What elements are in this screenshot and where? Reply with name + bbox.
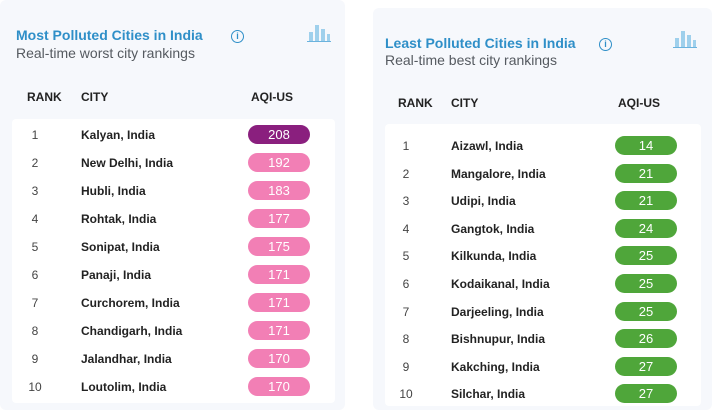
- aqi-badge: 27: [615, 384, 677, 404]
- aqi-badge: 177: [248, 209, 310, 228]
- table-row[interactable]: 9 Jalandhar, India 170: [12, 345, 335, 373]
- city-link[interactable]: Chandigarh, India: [81, 324, 183, 338]
- city-link[interactable]: Kalyan, India: [81, 128, 156, 142]
- info-icon[interactable]: i: [231, 30, 244, 43]
- city-link[interactable]: Bishnupur, India: [451, 332, 546, 347]
- rank-cell: 9: [31, 352, 39, 366]
- aqi-badge: 14: [615, 136, 677, 155]
- aqi-badge: 208: [248, 125, 310, 144]
- table-row[interactable]: 3 Hubli, India 183: [12, 177, 335, 205]
- column-header-city: CITY: [451, 96, 479, 110]
- rank-cell: 3: [31, 184, 39, 198]
- column-header-aqi: AQI-US: [251, 90, 293, 104]
- table-row[interactable]: 3 Udipi, India 21: [385, 187, 701, 215]
- aqi-badge: 26: [615, 329, 677, 349]
- table-row[interactable]: 10 Loutolim, India 170: [12, 373, 335, 401]
- table-row[interactable]: 4 Rohtak, India 177: [12, 205, 335, 233]
- bar-chart-icon[interactable]: [673, 27, 697, 49]
- aqi-badge: 171: [248, 293, 310, 312]
- rank-cell: 5: [402, 249, 410, 264]
- city-link[interactable]: Curchorem, India: [81, 296, 180, 310]
- rank-cell: 6: [402, 277, 410, 291]
- city-link[interactable]: Kakching, India: [451, 359, 540, 374]
- rank-cell: 10: [28, 380, 42, 394]
- rank-cell: 10: [399, 387, 413, 402]
- rank-cell: 2: [402, 166, 410, 181]
- aqi-badge: 24: [615, 218, 677, 238]
- rank-cell: 8: [31, 324, 39, 338]
- aqi-badge: 25: [615, 301, 677, 321]
- column-header-rank: RANK: [398, 96, 433, 110]
- info-icon[interactable]: i: [599, 38, 612, 51]
- least-polluted-panel: Least Polluted Cities in India i Real-ti…: [373, 8, 712, 410]
- column-header-rank: RANK: [27, 90, 62, 104]
- rankings-table: 1 Aizawl, India 14 2 Mangalore, India 21 3 Udip…: [385, 124, 701, 406]
- table-row[interactable]: 5 Sonipat, India 175: [12, 233, 335, 261]
- table-row[interactable]: 7 Darjeeling, India 25: [385, 298, 701, 326]
- city-link[interactable]: Sonipat, India: [81, 240, 160, 254]
- rank-cell: 8: [402, 332, 410, 347]
- table-row[interactable]: 8 Chandigarh, India 171: [12, 317, 335, 345]
- bar-chart-icon[interactable]: [307, 21, 331, 43]
- table-row[interactable]: 2 Mangalore, India 21: [385, 160, 701, 188]
- aqi-badge: 175: [248, 237, 310, 256]
- panel-title: Least Polluted Cities in India: [385, 35, 576, 51]
- rank-cell: 9: [402, 359, 410, 374]
- rank-cell: 4: [402, 221, 410, 236]
- city-link[interactable]: Panaji, India: [81, 268, 152, 282]
- aqi-badge: 192: [248, 153, 310, 172]
- table-row[interactable]: 5 Kilkunda, India 25: [385, 242, 701, 270]
- city-link[interactable]: Udipi, India: [451, 194, 516, 209]
- rank-cell: 1: [402, 139, 410, 153]
- city-link[interactable]: Gangtok, India: [451, 221, 535, 236]
- rank-cell: 6: [31, 268, 39, 282]
- column-header-aqi: AQI-US: [618, 96, 660, 110]
- rankings-table: 1 Kalyan, India 208 2 New Delhi, India 192 3 Hu…: [12, 119, 335, 403]
- city-link[interactable]: Hubli, India: [81, 184, 146, 198]
- panel-subtitle: Real-time worst city rankings: [16, 45, 195, 61]
- aqi-badge: 171: [248, 265, 310, 284]
- table-row[interactable]: 7 Curchorem, India 171: [12, 289, 335, 317]
- rank-cell: 7: [402, 304, 410, 319]
- table-row[interactable]: 1 Aizawl, India 14: [385, 132, 701, 160]
- aqi-badge: 27: [615, 356, 677, 376]
- table-row[interactable]: 1 Kalyan, India 208: [12, 121, 335, 149]
- city-link[interactable]: New Delhi, India: [81, 156, 174, 170]
- table-row[interactable]: 10 Silchar, India 27: [385, 380, 701, 408]
- city-link[interactable]: Loutolim, India: [81, 380, 167, 394]
- city-link[interactable]: Jalandhar, India: [81, 352, 172, 366]
- city-link[interactable]: Silchar, India: [451, 387, 526, 402]
- rank-cell: 2: [31, 156, 39, 170]
- aqi-badge: 21: [615, 191, 677, 211]
- table-row[interactable]: 2 New Delhi, India 192: [12, 149, 335, 177]
- table-row[interactable]: 6 Panaji, India 171: [12, 261, 335, 289]
- rank-cell: 1: [31, 128, 39, 142]
- city-link[interactable]: Kodaikanal, India: [451, 277, 550, 291]
- aqi-badge: 171: [248, 321, 310, 340]
- table-row[interactable]: 8 Bishnupur, India 26: [385, 325, 701, 353]
- city-link[interactable]: Rohtak, India: [81, 212, 157, 226]
- aqi-badge: 25: [615, 246, 677, 266]
- rank-cell: 7: [31, 296, 39, 310]
- panel-subtitle: Real-time best city rankings: [385, 52, 557, 68]
- rank-cell: 5: [31, 240, 39, 254]
- city-link[interactable]: Kilkunda, India: [451, 249, 537, 264]
- city-link[interactable]: Aizawl, India: [451, 139, 524, 153]
- rank-cell: 3: [402, 194, 410, 209]
- table-row[interactable]: 6 Kodaikanal, India 25: [385, 270, 701, 298]
- rank-cell: 4: [31, 212, 39, 226]
- aqi-badge: 170: [248, 349, 310, 368]
- table-row[interactable]: 9 Kakching, India 27: [385, 353, 701, 381]
- aqi-badge: 25: [615, 274, 677, 293]
- table-row[interactable]: 4 Gangtok, India 24: [385, 215, 701, 243]
- column-header-city: CITY: [81, 90, 109, 104]
- aqi-badge: 183: [248, 181, 310, 200]
- aqi-badge: 21: [615, 163, 677, 183]
- aqi-badge: 170: [248, 377, 310, 396]
- panel-title: Most Polluted Cities in India: [16, 27, 203, 43]
- city-link[interactable]: Darjeeling, India: [451, 304, 544, 319]
- most-polluted-panel: Most Polluted Cities in India i Real-tim…: [0, 0, 345, 410]
- city-link[interactable]: Mangalore, India: [451, 166, 546, 181]
